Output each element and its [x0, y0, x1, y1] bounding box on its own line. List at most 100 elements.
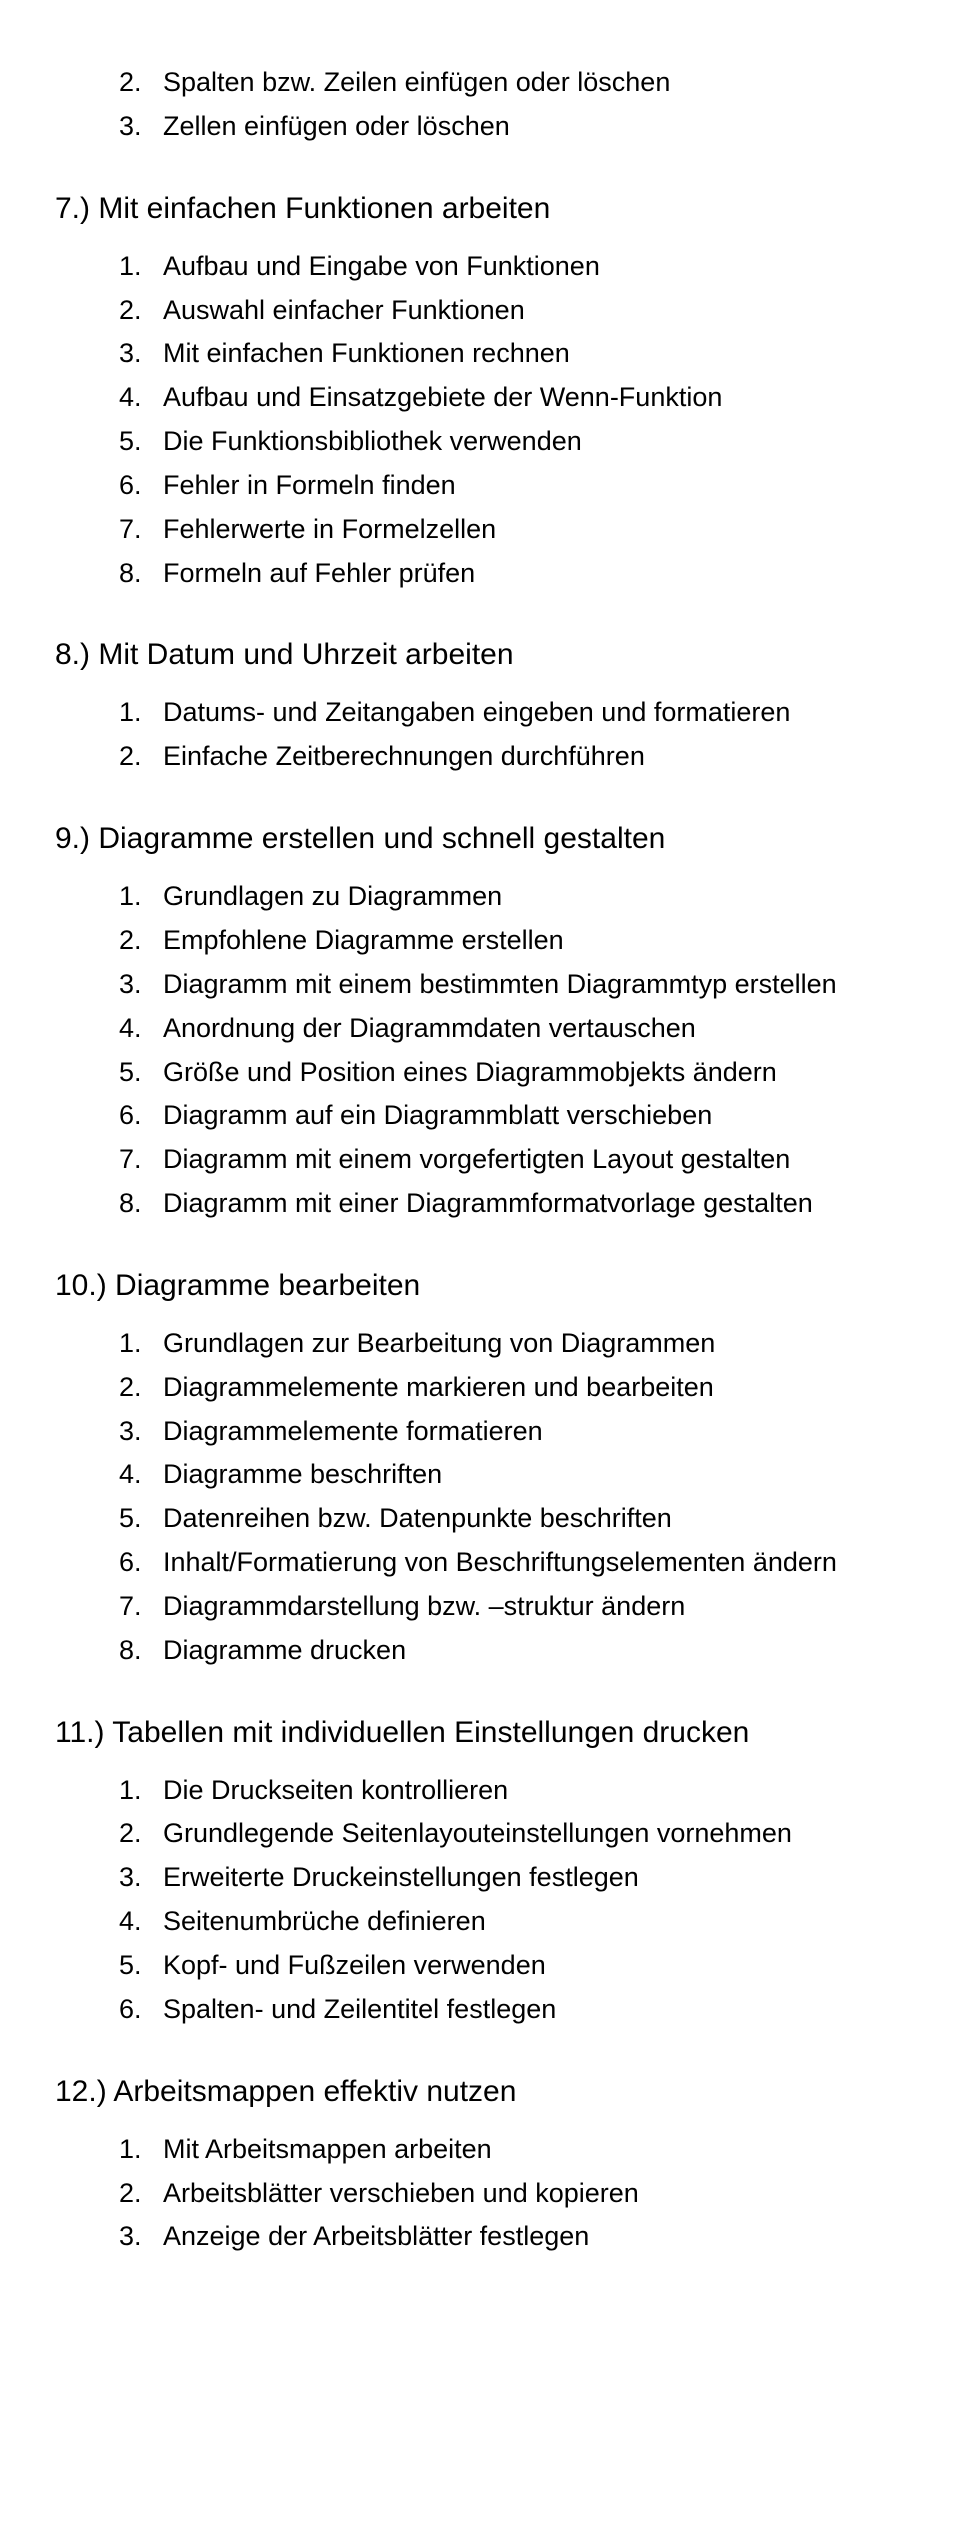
list-item: 1.Grundlagen zur Bearbeitung von Diagram…	[119, 1323, 910, 1365]
list-item-number: 5.	[119, 421, 163, 463]
list-item-text: Arbeitsblätter verschieben und kopieren	[163, 2178, 639, 2208]
list-item: 1.Aufbau und Eingabe von Funktionen	[119, 246, 910, 288]
list-item: 5.Datenreihen bzw. Datenpunkte beschrift…	[119, 1498, 910, 1540]
list-item-number: 8.	[119, 553, 163, 595]
list-item-number: 1.	[119, 692, 163, 734]
list-item-number: 4.	[119, 377, 163, 419]
list-item: 6.Diagramm auf ein Diagrammblatt verschi…	[119, 1095, 910, 1137]
sub-list: 1.Mit Arbeitsmappen arbeiten 2.Arbeitsblä…	[55, 2129, 910, 2259]
list-item-text: Empfohlene Diagramme erstellen	[163, 925, 564, 955]
list-item-number: 5.	[119, 1052, 163, 1094]
list-item-text: Fehlerwerte in Formelzellen	[163, 514, 496, 544]
list-item-text: Diagramm mit einem vorgefertigten Layout…	[163, 1144, 790, 1174]
list-item-text: Diagramme drucken	[163, 1635, 406, 1665]
sub-list: 1.Grundlagen zu Diagrammen2.Empfohlene D…	[55, 876, 910, 1225]
section: 8.) Mit Datum und Uhrzeit arbeiten 1.Datu…	[55, 634, 910, 778]
section-title: 11.) Tabellen mit individuellen Einstell…	[55, 1712, 910, 1754]
sub-list: 1.Grundlagen zur Bearbeitung von Diagram…	[55, 1323, 910, 1672]
list-item-text: Datenreihen bzw. Datenpunkte beschriften	[163, 1503, 672, 1533]
list-item: 3.Mit einfachen Funktionen rechnen	[119, 333, 910, 375]
list-item-number: 4.	[119, 1454, 163, 1496]
list-item-text: Grundlagen zur Bearbeitung von Diagramme…	[163, 1328, 715, 1358]
list-item: 5.Größe und Position eines Diagrammobjek…	[119, 1052, 910, 1094]
list-item-text: Grundlegende Seitenlayouteinstellungen v…	[163, 1818, 792, 1848]
list-item-number: 1.	[119, 246, 163, 288]
list-item-text: Diagramm mit einem bestimmten Diagrammty…	[163, 969, 837, 999]
list-item-number: 2.	[119, 1813, 163, 1855]
list-item: 3.Zellen einfügen oder löschen	[119, 106, 910, 148]
list-item-number: 3.	[119, 1411, 163, 1453]
section: 12.) Arbeitsmappen effektiv nutzen 1.Mit …	[55, 2071, 910, 2259]
list-item-number: 1.	[119, 876, 163, 918]
list-item: 8.Diagramme drucken	[119, 1630, 910, 1672]
list-item: 1.Grundlagen zu Diagrammen	[119, 876, 910, 918]
section: 10.) Diagramme bearbeiten1.Grundlagen zu…	[55, 1265, 910, 1672]
section: 9.) Diagramme erstellen und schnell gest…	[55, 818, 910, 1225]
list-item-number: 7.	[119, 1586, 163, 1628]
list-item-text: Zellen einfügen oder löschen	[163, 111, 510, 141]
list-item-number: 6.	[119, 1989, 163, 2031]
list-item: 2.Empfohlene Diagramme erstellen	[119, 920, 910, 962]
list-item-text: Diagramm auf ein Diagrammblatt verschieb…	[163, 1100, 712, 1130]
list-item: 2.Grundlegende Seitenlayouteinstellungen…	[119, 1813, 910, 1855]
list-item-text: Erweiterte Druckeinstellungen festlegen	[163, 1862, 639, 1892]
list-item-text: Mit Arbeitsmappen arbeiten	[163, 2134, 492, 2164]
list-item-number: 6.	[119, 1542, 163, 1584]
list-item: 7.Diagramm mit einem vorgefertigten Layo…	[119, 1139, 910, 1181]
list-item: 4.Aufbau und Einsatzgebiete der Wenn-Fun…	[119, 377, 910, 419]
list-item-number: 2.	[119, 920, 163, 962]
section-title: 12.) Arbeitsmappen effektiv nutzen	[55, 2071, 910, 2113]
list-item-text: Größe und Position eines Diagrammobjekts…	[163, 1057, 777, 1087]
list-item-number: 3.	[119, 106, 163, 148]
list-item: 3.Diagrammelemente formatieren	[119, 1411, 910, 1453]
list-item-number: 1.	[119, 1770, 163, 1812]
list-item-text: Mit einfachen Funktionen rechnen	[163, 338, 570, 368]
list-item-text: Diagrammelemente markieren und bearbeite…	[163, 1372, 714, 1402]
list-item: 4.Diagramme beschriften	[119, 1454, 910, 1496]
document-page: 2.Spalten bzw. Zeilen einfügen oder lösc…	[0, 0, 960, 2521]
list-item-number: 2.	[119, 62, 163, 104]
list-item-text: Diagrammdarstellung bzw. –struktur änder…	[163, 1591, 685, 1621]
list-item: 7.Diagrammdarstellung bzw. –struktur änd…	[119, 1586, 910, 1628]
list-item-text: Spalten bzw. Zeilen einfügen oder lösche…	[163, 67, 670, 97]
list-item-number: 5.	[119, 1498, 163, 1540]
list-item-text: Datums- und Zeitangaben eingeben und for…	[163, 697, 790, 727]
list-item-number: 1.	[119, 2129, 163, 2171]
section: 11.) Tabellen mit individuellen Einstell…	[55, 1712, 910, 2031]
section: 7.) Mit einfachen Funktionen arbeiten1.A…	[55, 188, 910, 595]
list-item-text: Kopf- und Fußzeilen verwenden	[163, 1950, 546, 1980]
list-item-number: 2.	[119, 290, 163, 332]
list-item: 2.Diagrammelemente markieren und bearbei…	[119, 1367, 910, 1409]
list-item-text: Anzeige der Arbeitsblätter festlegen	[163, 2221, 589, 2251]
list-item-text: Grundlagen zu Diagrammen	[163, 881, 502, 911]
sub-list: 1.Aufbau und Eingabe von Funktionen2.Aus…	[55, 246, 910, 595]
list-item: 2.Arbeitsblätter verschieben und kopiere…	[119, 2173, 910, 2215]
continuation-list: 2.Spalten bzw. Zeilen einfügen oder lösc…	[55, 62, 910, 148]
list-item-number: 7.	[119, 1139, 163, 1181]
list-item: 8.Formeln auf Fehler prüfen	[119, 553, 910, 595]
list-item: 4.Anordnung der Diagrammdaten vertausche…	[119, 1008, 910, 1050]
list-item: 5.Die Funktionsbibliothek verwenden	[119, 421, 910, 463]
list-item-number: 4.	[119, 1901, 163, 1943]
list-item-text: Aufbau und Einsatzgebiete der Wenn-Funkt…	[163, 382, 722, 412]
list-item: 6.Spalten- und Zeilentitel festlegen	[119, 1989, 910, 2031]
list-item: 5.Kopf- und Fußzeilen verwenden	[119, 1945, 910, 1987]
list-item-number: 2.	[119, 736, 163, 778]
list-item-text: Diagramm mit einer Diagrammformatvorlage…	[163, 1188, 813, 1218]
list-item-text: Einfache Zeitberechnungen durchführen	[163, 741, 645, 771]
list-item-text: Aufbau und Eingabe von Funktionen	[163, 251, 600, 281]
section-title: 8.) Mit Datum und Uhrzeit arbeiten	[55, 634, 910, 676]
list-item-text: Auswahl einfacher Funktionen	[163, 295, 525, 325]
list-item-number: 1.	[119, 1323, 163, 1365]
list-item: 2.Einfache Zeitberechnungen durchführen	[119, 736, 910, 778]
list-item-text: Formeln auf Fehler prüfen	[163, 558, 475, 588]
list-item-number: 6.	[119, 465, 163, 507]
list-item: 4.Seitenumbrüche definieren	[119, 1901, 910, 1943]
list-item: 1.Datums- und Zeitangaben eingeben und f…	[119, 692, 910, 734]
list-item-text: Diagrammelemente formatieren	[163, 1416, 543, 1446]
list-item: 3.Anzeige der Arbeitsblätter festlegen	[119, 2216, 910, 2258]
list-item-text: Die Druckseiten kontrollieren	[163, 1775, 508, 1805]
list-item-number: 6.	[119, 1095, 163, 1137]
list-item-number: 8.	[119, 1630, 163, 1672]
list-item-number: 2.	[119, 1367, 163, 1409]
